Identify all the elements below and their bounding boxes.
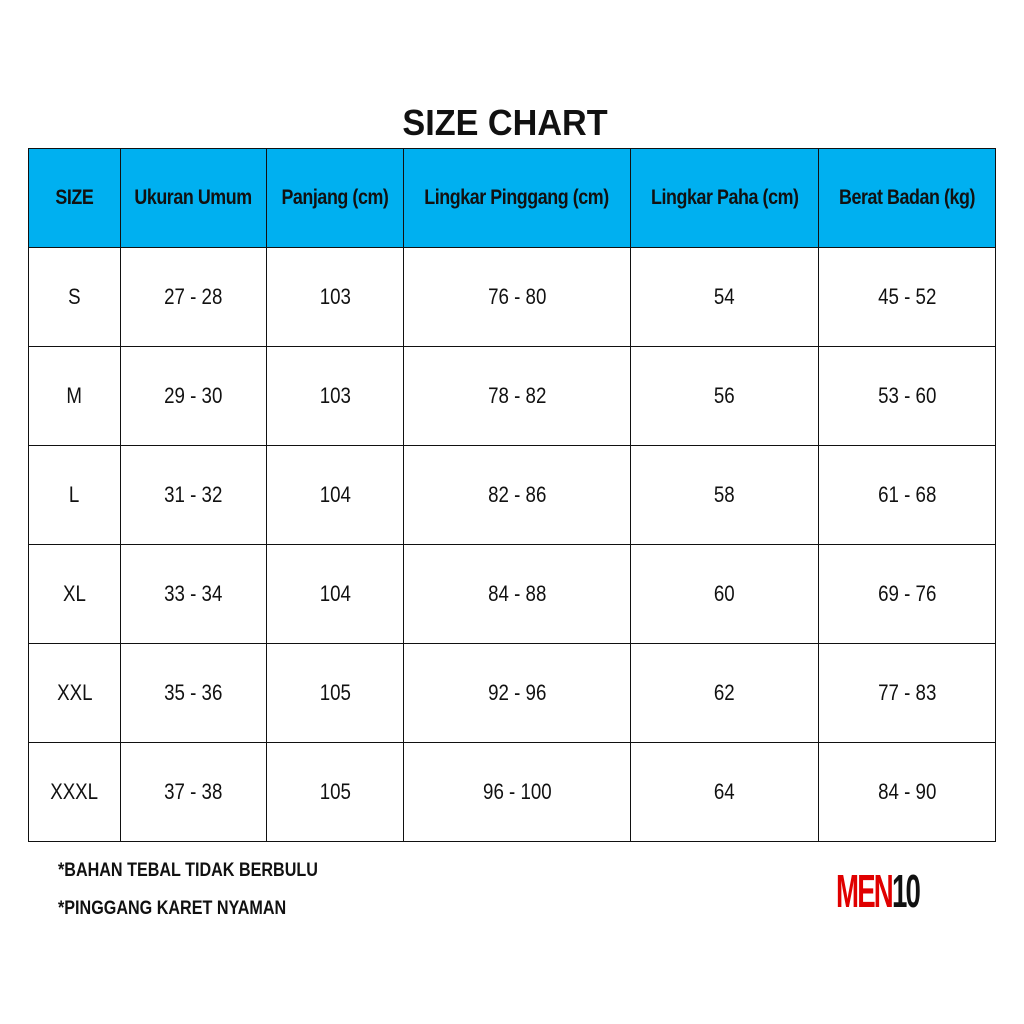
table-cell: 61 - 68: [818, 445, 996, 545]
table-cell: 104: [266, 544, 404, 644]
table-cell: 69 - 76: [818, 544, 996, 644]
table-cell: 53 - 60: [818, 346, 996, 446]
column-header: Lingkar Pinggang (cm): [403, 148, 631, 248]
column-header: Berat Badan (kg): [818, 148, 996, 248]
brand-logo: MEN10: [836, 865, 921, 917]
table-cell: XXXL: [28, 742, 121, 842]
table-row: M 29 - 30 103 78 - 82 56 53 - 60: [28, 346, 996, 446]
table-cell: 82 - 86: [403, 445, 631, 545]
table-header-row: SIZE Ukuran Umum Panjang (cm) Lingkar Pingg…: [28, 148, 996, 248]
table-cell: 35 - 36: [120, 643, 267, 743]
column-header: Ukuran Umum: [120, 148, 267, 248]
table-cell: 84 - 90: [818, 742, 996, 842]
table-cell: 58: [630, 445, 819, 545]
table-cell: XXL: [28, 643, 121, 743]
column-header: SIZE: [28, 148, 121, 248]
size-chart-table: SIZE Ukuran Umum Panjang (cm) Lingkar Pingg…: [28, 148, 996, 842]
table-row: XL 33 - 34 104 84 - 88 60 69 - 76: [28, 544, 996, 644]
table-cell: XL: [28, 544, 121, 644]
table-cell: S: [28, 247, 121, 347]
table-cell: 96 - 100: [403, 742, 631, 842]
table-cell: 78 - 82: [403, 346, 631, 446]
table-cell: 27 - 28: [120, 247, 267, 347]
table-cell: 54: [630, 247, 819, 347]
table-cell: 37 - 38: [120, 742, 267, 842]
table-cell: 31 - 32: [120, 445, 267, 545]
table-cell: 76 - 80: [403, 247, 631, 347]
table-cell: M: [28, 346, 121, 446]
table-cell: 104: [266, 445, 404, 545]
table-cell: 45 - 52: [818, 247, 996, 347]
table-cell: 29 - 30: [120, 346, 267, 446]
table-row: S 27 - 28 103 76 - 80 54 45 - 52: [28, 247, 996, 347]
table-cell: 60: [630, 544, 819, 644]
table-cell: 84 - 88: [403, 544, 631, 644]
table-cell: 56: [630, 346, 819, 446]
table-cell: L: [28, 445, 121, 545]
table-cell: 103: [266, 247, 404, 347]
column-header: Lingkar Paha (cm): [630, 148, 819, 248]
table-cell: 62: [630, 643, 819, 743]
table-cell: 33 - 34: [120, 544, 267, 644]
table-cell: 64: [630, 742, 819, 842]
table-cell: 105: [266, 643, 404, 743]
table-cell: 103: [266, 346, 404, 446]
table-cell: 105: [266, 742, 404, 842]
page-title: SIZE CHART: [402, 102, 608, 143]
table-row: XXXL 37 - 38 105 96 - 100 64 84 - 90: [28, 742, 996, 842]
table-row: L 31 - 32 104 82 - 86 58 61 - 68: [28, 445, 996, 545]
table-cell: 77 - 83: [818, 643, 996, 743]
notes: *BAHAN TEBAL TIDAK BERBULU *PINGGANG KAR…: [58, 852, 364, 928]
note-item: *PINGGANG KARET NYAMAN: [58, 898, 287, 919]
note-item: *BAHAN TEBAL TIDAK BERBULU: [58, 860, 318, 881]
column-header: Panjang (cm): [266, 148, 404, 248]
table-row: XXL 35 - 36 105 92 - 96 62 77 - 83: [28, 643, 996, 743]
table-cell: 92 - 96: [403, 643, 631, 743]
